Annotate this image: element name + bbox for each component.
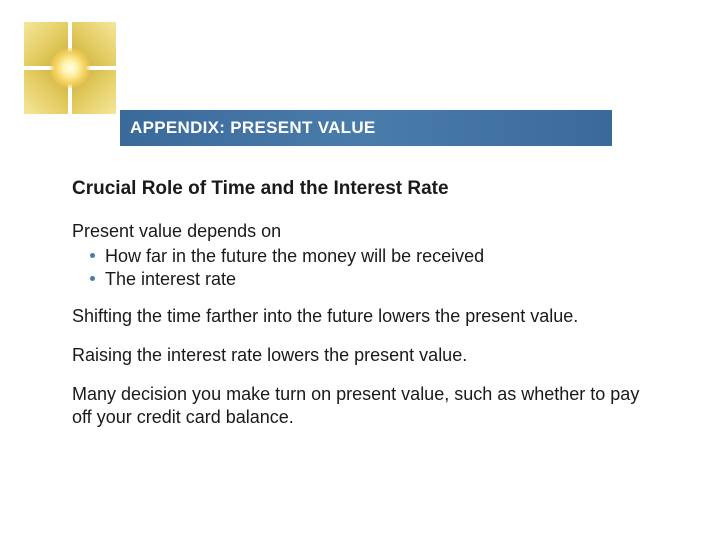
lead-text: Present value depends on xyxy=(72,220,656,243)
paragraph: Raising the interest rate lowers the pre… xyxy=(72,344,656,367)
logo xyxy=(24,22,116,114)
bullet-text: How far in the future the money will be … xyxy=(105,246,484,266)
bullet-text: The interest rate xyxy=(105,269,236,289)
subheading: Crucial Role of Time and the Interest Ra… xyxy=(72,178,656,200)
lead-block: Present value depends on How far in the … xyxy=(72,220,656,291)
bullet-item: How far in the future the money will be … xyxy=(72,245,656,268)
content-area: Crucial Role of Time and the Interest Ra… xyxy=(72,178,656,445)
bullet-item: The interest rate xyxy=(72,268,656,291)
title-bar: APPENDIX: PRESENT VALUE xyxy=(120,110,612,146)
logo-sunburst-icon xyxy=(50,48,90,88)
paragraph: Many decision you make turn on present v… xyxy=(72,383,656,429)
bullet-icon xyxy=(90,253,95,258)
title-bar-text: APPENDIX: PRESENT VALUE xyxy=(130,118,376,138)
slide: APPENDIX: PRESENT VALUE Crucial Role of … xyxy=(0,0,720,540)
paragraph: Shifting the time farther into the futur… xyxy=(72,305,656,328)
bullet-icon xyxy=(90,276,95,281)
